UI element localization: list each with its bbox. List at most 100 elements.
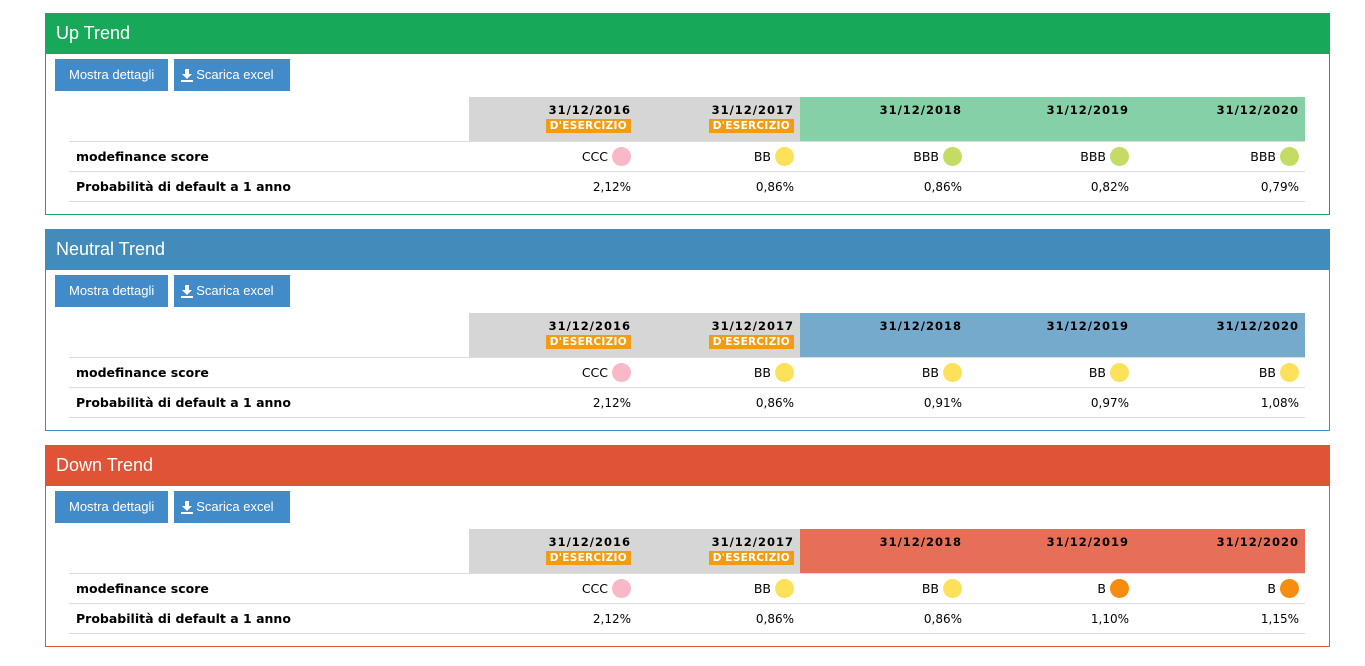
panel-title: Down Trend bbox=[46, 446, 1329, 486]
download-icon bbox=[180, 500, 194, 514]
rating-dot-icon bbox=[612, 147, 631, 166]
score-row-label: modefinance score bbox=[76, 149, 209, 164]
rating-dot-icon bbox=[943, 363, 962, 382]
pd-row-label: Probabilità di default a 1 anno bbox=[76, 179, 291, 194]
score-cell: BBB bbox=[968, 147, 1135, 166]
pd-cell: 0,82% bbox=[1090, 179, 1129, 194]
pd-cell: 2,12% bbox=[592, 395, 631, 410]
download-excel-label: Scarica excel bbox=[196, 499, 274, 514]
rating-dot-icon bbox=[1110, 579, 1129, 598]
pd-row-label: Probabilità di default a 1 anno bbox=[76, 395, 291, 410]
pd-cell: 0,79% bbox=[1260, 179, 1299, 194]
show-details-button[interactable]: Mostra dettagli bbox=[55, 491, 169, 523]
pd-row: Probabilità di default a 1 anno 2,12% 0,8… bbox=[69, 171, 1305, 202]
esercizio-badge: D'ESERCIZIO bbox=[545, 119, 631, 133]
pd-cell: 0,86% bbox=[923, 611, 962, 626]
score-cell: CCC bbox=[469, 579, 637, 598]
date-label: 31/12/2018 bbox=[879, 535, 962, 549]
date-header-2: 31/12/2018 bbox=[800, 313, 968, 357]
panel-toolbar: Mostra dettagli Scarica excel bbox=[55, 275, 290, 307]
score-cell: B bbox=[1135, 579, 1305, 598]
date-header-row: 31/12/2016 D'ESERCIZIO 31/12/2017 D'ESERCIZ… bbox=[69, 313, 1305, 357]
score-cell: BB bbox=[968, 363, 1135, 382]
date-label: 31/12/2019 bbox=[1046, 535, 1129, 549]
score-row: modefinance score CCC BB BB BB BB bbox=[69, 357, 1305, 387]
trend-panel-2: Down Trend Mostra dettagli Scarica excel… bbox=[45, 445, 1330, 647]
date-label: 31/12/2017 bbox=[711, 319, 794, 333]
download-excel-label: Scarica excel bbox=[196, 67, 274, 82]
date-label: 31/12/2020 bbox=[1216, 535, 1299, 549]
rating-value: BBB bbox=[913, 149, 939, 164]
panel-toolbar: Mostra dettagli Scarica excel bbox=[55, 59, 290, 91]
pd-cell: 0,91% bbox=[923, 395, 962, 410]
header-spacer bbox=[69, 97, 469, 141]
rating-value: CCC bbox=[581, 365, 608, 380]
esercizio-badge: D'ESERCIZIO bbox=[545, 335, 631, 349]
date-label: 31/12/2017 bbox=[711, 103, 794, 117]
score-cell: BB bbox=[637, 147, 800, 166]
score-table: 31/12/2016 D'ESERCIZIO 31/12/2017 D'ESERCIZ… bbox=[69, 529, 1305, 634]
pd-cell: 2,12% bbox=[592, 611, 631, 626]
rating-value: BB bbox=[1088, 365, 1106, 380]
date-label: 31/12/2019 bbox=[1046, 319, 1129, 333]
rating-value: BB bbox=[1258, 365, 1276, 380]
rating-value: BB bbox=[921, 581, 939, 596]
rating-value: BB bbox=[753, 581, 771, 596]
rating-dot-icon bbox=[943, 147, 962, 166]
rating-value: BB bbox=[921, 365, 939, 380]
score-row: modefinance score CCC BB BB B B bbox=[69, 573, 1305, 603]
download-excel-button[interactable]: Scarica excel bbox=[174, 59, 290, 91]
score-cell: BB bbox=[637, 363, 800, 382]
rating-value: CCC bbox=[581, 581, 608, 596]
score-table: 31/12/2016 D'ESERCIZIO 31/12/2017 D'ESERCIZ… bbox=[69, 313, 1305, 418]
date-label: 31/12/2018 bbox=[879, 103, 962, 117]
date-header-1: 31/12/2017 D'ESERCIZIO bbox=[637, 97, 800, 141]
rating-value: BB bbox=[753, 365, 771, 380]
esercizio-badge: D'ESERCIZIO bbox=[708, 119, 794, 133]
date-header-3: 31/12/2019 bbox=[968, 529, 1135, 573]
date-label: 31/12/2018 bbox=[879, 319, 962, 333]
date-header-2: 31/12/2018 bbox=[800, 97, 968, 141]
rating-dot-icon bbox=[943, 579, 962, 598]
trend-panels: Up Trend Mostra dettagli Scarica excel 3… bbox=[45, 13, 1330, 661]
date-header-4: 31/12/2020 bbox=[1135, 529, 1305, 573]
score-cell: BBB bbox=[800, 147, 968, 166]
pd-cell: 1,08% bbox=[1260, 395, 1299, 410]
rating-dot-icon bbox=[775, 579, 794, 598]
rating-value: B bbox=[1097, 581, 1106, 596]
score-cell: CCC bbox=[469, 363, 637, 382]
rating-dot-icon bbox=[775, 363, 794, 382]
score-row-label: modefinance score bbox=[76, 365, 209, 380]
download-excel-button[interactable]: Scarica excel bbox=[174, 275, 290, 307]
score-cell: BB bbox=[800, 363, 968, 382]
show-details-button[interactable]: Mostra dettagli bbox=[55, 275, 169, 307]
trend-panel-1: Neutral Trend Mostra dettagli Scarica ex… bbox=[45, 229, 1330, 431]
date-label: 31/12/2019 bbox=[1046, 103, 1129, 117]
rating-dot-icon bbox=[1110, 363, 1129, 382]
header-spacer bbox=[69, 313, 469, 357]
panel-title: Neutral Trend bbox=[46, 230, 1329, 270]
date-label: 31/12/2016 bbox=[548, 103, 631, 117]
pd-cell: 0,86% bbox=[755, 179, 794, 194]
pd-cell: 2,12% bbox=[592, 179, 631, 194]
show-details-button[interactable]: Mostra dettagli bbox=[55, 59, 169, 91]
panel-body: Mostra dettagli Scarica excel 31/12/2016… bbox=[46, 486, 1329, 646]
rating-value: BB bbox=[753, 149, 771, 164]
score-cell: B bbox=[968, 579, 1135, 598]
date-header-0: 31/12/2016 D'ESERCIZIO bbox=[469, 313, 637, 357]
date-header-row: 31/12/2016 D'ESERCIZIO 31/12/2017 D'ESERCIZ… bbox=[69, 97, 1305, 141]
header-spacer bbox=[69, 529, 469, 573]
download-icon bbox=[180, 284, 194, 298]
rating-dot-icon bbox=[1280, 579, 1299, 598]
score-row-label: modefinance score bbox=[76, 581, 209, 596]
score-cell: BB bbox=[800, 579, 968, 598]
date-label: 31/12/2020 bbox=[1216, 319, 1299, 333]
date-header-0: 31/12/2016 D'ESERCIZIO bbox=[469, 97, 637, 141]
pd-cell: 0,86% bbox=[755, 395, 794, 410]
download-excel-button[interactable]: Scarica excel bbox=[174, 491, 290, 523]
pd-row: Probabilità di default a 1 anno 2,12% 0,8… bbox=[69, 387, 1305, 418]
pd-row-label: Probabilità di default a 1 anno bbox=[76, 611, 291, 626]
date-label: 31/12/2016 bbox=[548, 535, 631, 549]
date-header-3: 31/12/2019 bbox=[968, 97, 1135, 141]
pd-row: Probabilità di default a 1 anno 2,12% 0,8… bbox=[69, 603, 1305, 634]
